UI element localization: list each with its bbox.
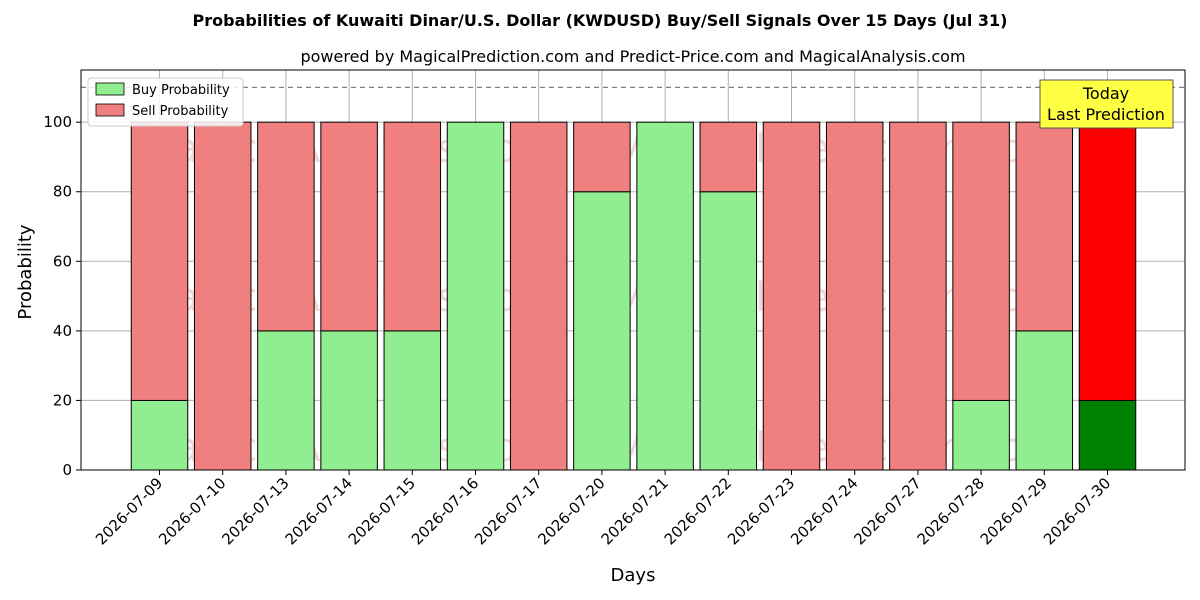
annotation-line2: Last Prediction [1047, 105, 1165, 124]
bar-sell [320, 121, 378, 332]
x-tick-label: 2026-07-24 [787, 474, 861, 548]
x-tick-label: 2026-07-13 [218, 474, 292, 548]
y-tick-label: 100 [43, 113, 72, 131]
annotation-line1: Today [1082, 84, 1129, 103]
annotation-box [1039, 79, 1174, 129]
x-tick-label: 2026-07-17 [471, 474, 545, 548]
bar-buy [446, 121, 505, 471]
x-tick-label: 2026-07-09 [92, 474, 166, 548]
bar-sell [509, 121, 568, 471]
legend-label-sell: Sell Probability [132, 104, 229, 119]
bar-buy [383, 330, 442, 471]
legend-swatch-sell [95, 103, 125, 117]
bar-sell [952, 121, 1010, 401]
chart-subtitle: powered by MagicalPrediction.com and Pre… [300, 47, 965, 66]
bar-sell [193, 121, 252, 471]
legend: Buy Probability Sell Probability [87, 77, 244, 127]
x-tick-label: 2026-07-30 [1040, 474, 1114, 548]
bar-sell [1078, 121, 1137, 401]
bar-buy [636, 121, 694, 471]
x-tick-label: 2026-07-15 [345, 474, 419, 548]
bar-sell [825, 121, 884, 471]
bar-buy [1015, 330, 1074, 471]
x-tick-label: 2026-07-16 [408, 474, 482, 548]
bar-sell [1015, 121, 1074, 332]
bar-buy [1078, 399, 1137, 471]
bar-sell [573, 121, 631, 193]
bar-buy [130, 399, 189, 471]
bars [130, 121, 1137, 471]
y-tick-label: 80 [53, 183, 72, 201]
y-tick-label: 60 [53, 252, 72, 270]
x-tick-label: 2026-07-10 [155, 474, 229, 548]
y-axis-label: Probability [15, 224, 36, 319]
bar-buy [320, 330, 378, 471]
legend-label-buy: Buy Probability [132, 83, 230, 98]
x-tick-label: 2026-07-28 [914, 474, 988, 548]
bar-buy [257, 330, 315, 471]
y-tick-label: 20 [53, 391, 72, 409]
x-tick-label: 2026-07-20 [534, 474, 608, 548]
bar-buy [573, 191, 631, 471]
bar-sell [699, 121, 758, 193]
plot-frame [80, 69, 1186, 471]
x-axis-label: Days [611, 565, 656, 586]
bar-sell [257, 121, 315, 332]
bar-sell [889, 121, 947, 471]
chart-title: Probabilities of Kuwaiti Dinar/U.S. Doll… [193, 11, 1008, 30]
x-tick-label: 2026-07-23 [724, 474, 798, 548]
y-tick-label: 0 [62, 461, 72, 479]
x-tick-label: 2026-07-21 [598, 474, 672, 548]
bar-sell [383, 121, 442, 332]
x-tick-label: 2026-07-29 [977, 474, 1051, 548]
legend-frame [87, 77, 244, 127]
y-axis: 0 20 40 60 80 100 [43, 113, 81, 479]
bar-sell [762, 121, 821, 471]
x-tick-label: 2026-07-27 [850, 474, 924, 548]
bar-sell [130, 121, 189, 401]
bar-buy [952, 399, 1010, 471]
x-tick-label: 2026-07-22 [661, 474, 735, 548]
bar-buy [699, 191, 758, 471]
legend-swatch-buy [95, 82, 125, 96]
x-tick-label: 2026-07-14 [282, 474, 356, 548]
y-tick-label: 40 [53, 322, 72, 340]
today-annotation: Today Last Prediction [1039, 79, 1174, 129]
x-axis: 2026-07-092026-07-102026-07-132026-07-14… [92, 470, 1114, 548]
